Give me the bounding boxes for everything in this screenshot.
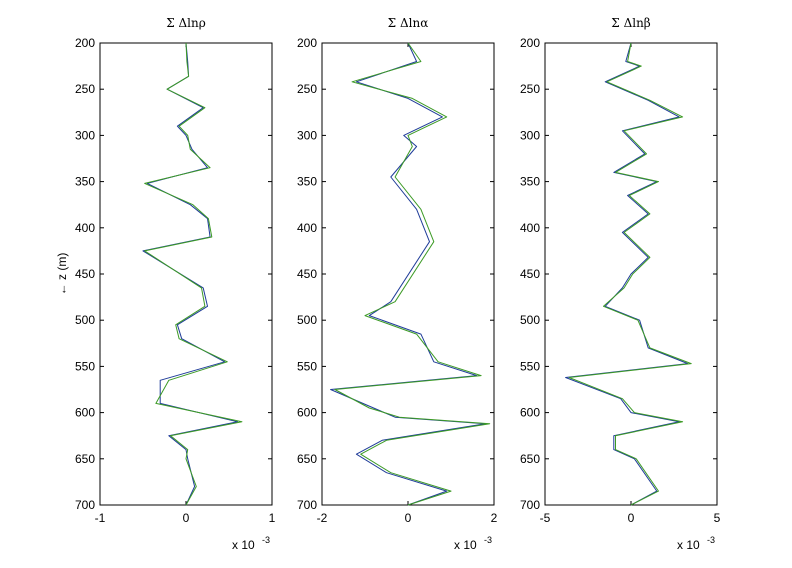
y-tick-label: 400 bbox=[520, 221, 540, 235]
y-tick-label: 250 bbox=[75, 82, 95, 96]
y-tick-label: 200 bbox=[75, 36, 95, 50]
y-tick-label: 650 bbox=[75, 452, 95, 466]
subplot-title: Σ Δlnβ bbox=[611, 16, 651, 30]
y-tick-label: 550 bbox=[297, 359, 317, 373]
subplot-3: 200 250 300 350 400 450 500 550 600 650 700-5 0 5 Σ Δ… bbox=[520, 16, 721, 552]
x-tick-label: 2 bbox=[491, 511, 498, 525]
x-multiplier-exponent: -3 bbox=[262, 535, 270, 545]
x-tick-label: 5 bbox=[714, 511, 721, 525]
y-tick-label: 250 bbox=[297, 82, 317, 96]
subplot-title: Σ Δlnα bbox=[388, 16, 429, 30]
y-tick-label: 700 bbox=[520, 498, 540, 512]
series-line-blue bbox=[330, 42, 486, 506]
y-tick-label: 550 bbox=[75, 359, 95, 373]
y-tick-label: 250 bbox=[520, 82, 540, 96]
subplot-2: 200 250 300 350 400 450 500 550 600 650 700-2 0 2 Σ Δ… bbox=[297, 16, 498, 552]
x-tick-label: -2 bbox=[317, 511, 328, 525]
y-tick-label: 350 bbox=[75, 175, 95, 189]
y-tick-label: 400 bbox=[75, 221, 95, 235]
x-tick-label: 0 bbox=[405, 511, 412, 525]
subplot-1: 200 250 300 350 400 450 500 550 600 650 700-1 0 1 Σ Δ… bbox=[75, 16, 276, 552]
series-line-blue bbox=[565, 42, 689, 506]
x-tick-label: -5 bbox=[540, 511, 551, 525]
y-tick-label: 300 bbox=[297, 128, 317, 142]
x-multiplier: x 10 bbox=[677, 538, 700, 552]
x-tick-label: 0 bbox=[628, 511, 635, 525]
y-tick-label: 350 bbox=[520, 175, 540, 189]
series-line-green bbox=[568, 42, 692, 506]
y-tick-label: 450 bbox=[75, 267, 95, 281]
y-tick-label: 500 bbox=[297, 313, 317, 327]
x-multiplier: x 10 bbox=[232, 538, 255, 552]
x-multiplier-exponent: -3 bbox=[707, 535, 715, 545]
series-line-green bbox=[334, 42, 491, 506]
y-tick-label: 700 bbox=[297, 498, 317, 512]
y-tick-label: 650 bbox=[297, 452, 317, 466]
y-tick-label: 450 bbox=[520, 267, 540, 281]
y-tick-label: 400 bbox=[297, 221, 317, 235]
plot-area bbox=[99, 42, 273, 506]
x-tick-label: 1 bbox=[269, 511, 276, 525]
y-tick-label: 550 bbox=[520, 359, 540, 373]
y-tick-label: 350 bbox=[297, 175, 317, 189]
x-tick-label: 0 bbox=[183, 511, 190, 525]
x-multiplier-exponent: -3 bbox=[484, 535, 492, 545]
x-tick-label: -1 bbox=[95, 511, 106, 525]
y-tick-label: 600 bbox=[297, 406, 317, 420]
y-tick-label: 300 bbox=[520, 128, 540, 142]
series-line-green bbox=[144, 42, 243, 506]
y-tick-label: 200 bbox=[520, 36, 540, 50]
y-tick-label: 200 bbox=[297, 36, 317, 50]
y-tick-label: 650 bbox=[520, 452, 540, 466]
y-tick-label: 500 bbox=[520, 313, 540, 327]
y-tick-label: 500 bbox=[75, 313, 95, 327]
subplot-title: Σ Δlnρ bbox=[166, 16, 206, 30]
y-tick-label: 600 bbox=[520, 406, 540, 420]
y-tick-label: 700 bbox=[75, 498, 95, 512]
y-axis-label: ← z (m) bbox=[55, 253, 69, 296]
y-tick-label: 300 bbox=[75, 128, 95, 142]
x-multiplier: x 10 bbox=[454, 538, 477, 552]
y-tick-label: 450 bbox=[297, 267, 317, 281]
y-tick-label: 600 bbox=[75, 406, 95, 420]
